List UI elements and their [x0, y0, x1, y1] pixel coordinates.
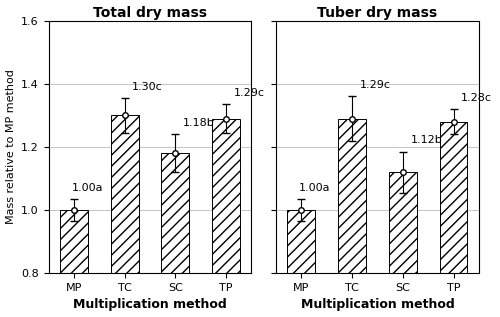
- Title: Total dry mass: Total dry mass: [93, 6, 207, 20]
- Text: 1.18b: 1.18b: [183, 118, 214, 128]
- X-axis label: Multiplication method: Multiplication method: [300, 298, 454, 311]
- Text: 1.00a: 1.00a: [72, 183, 103, 193]
- Bar: [440, 122, 468, 273]
- Text: 1.28c: 1.28c: [461, 93, 492, 103]
- Text: 1.00a: 1.00a: [299, 183, 330, 193]
- Bar: [212, 119, 240, 273]
- Bar: [110, 115, 138, 273]
- Bar: [288, 210, 316, 273]
- Text: 1.12b: 1.12b: [410, 135, 442, 146]
- Y-axis label: Mass relative to MP method: Mass relative to MP method: [6, 69, 16, 224]
- Bar: [389, 172, 416, 273]
- Text: 1.29c: 1.29c: [360, 80, 390, 90]
- Bar: [338, 119, 366, 273]
- Title: Tuber dry mass: Tuber dry mass: [318, 6, 438, 20]
- X-axis label: Multiplication method: Multiplication method: [73, 298, 227, 311]
- Bar: [60, 210, 88, 273]
- Text: 1.30c: 1.30c: [132, 82, 163, 92]
- Text: 1.29c: 1.29c: [234, 88, 264, 98]
- Bar: [162, 153, 190, 273]
